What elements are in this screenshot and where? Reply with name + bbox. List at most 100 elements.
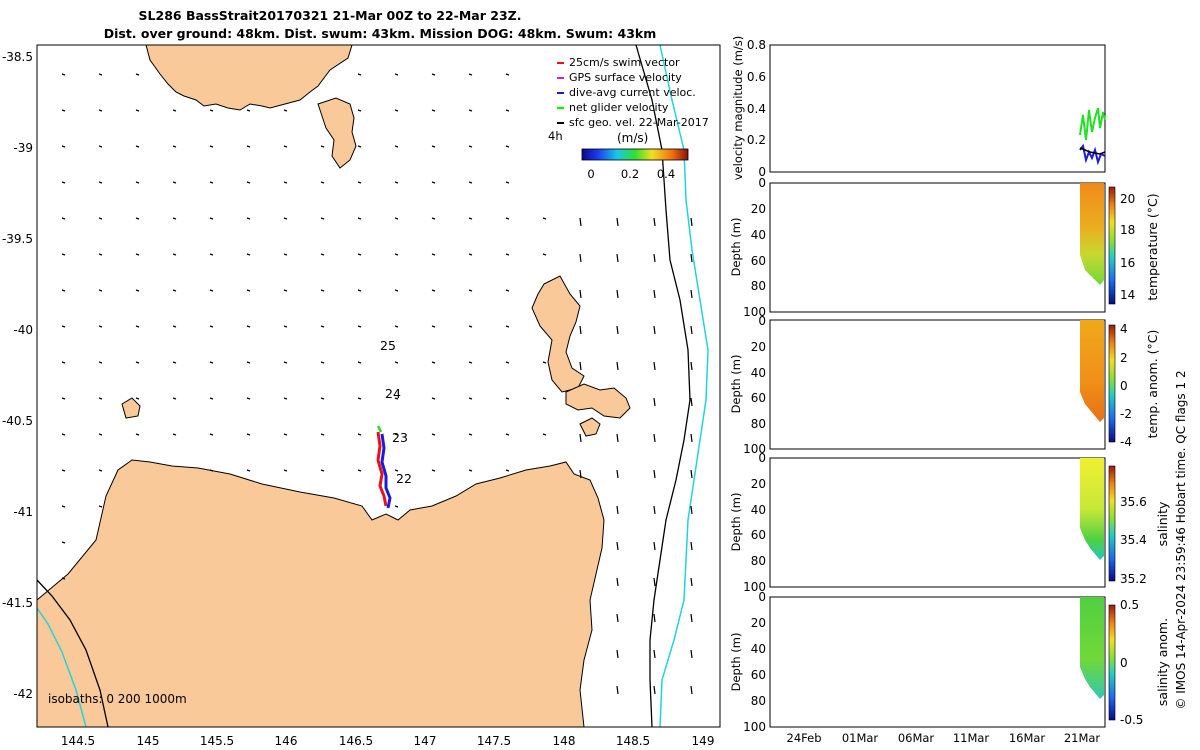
velocity-arrow-46 — [61, 217, 66, 220]
tanom-dtick-1: 20 — [751, 340, 766, 354]
map-xtick-6: 147.5 — [477, 734, 511, 748]
time-axis: 24Feb 01Mar 06Mar 11Mar 16Mar 21Mar — [787, 731, 1101, 745]
sal-cbar-tick-1: 35.4 — [1120, 533, 1147, 547]
velocity-arrow-68 — [209, 253, 214, 256]
velocity-arrow-65 — [98, 253, 103, 256]
velocity-arrow-54 — [357, 217, 362, 220]
tanom-cbar-tick-4: -4 — [1120, 435, 1132, 449]
velocity-arrow-24 — [209, 145, 214, 148]
velocity-arrow-32 — [505, 145, 510, 148]
velocity-arrow-138 — [209, 397, 214, 400]
velocity-arrow-92 — [431, 289, 436, 292]
velocity-ylabel: velocity magnitude (m/s) — [731, 36, 745, 181]
velocity-arrow-27 — [320, 145, 325, 148]
velocity-arrow-73 — [394, 253, 399, 256]
velocity-arrow-47 — [98, 217, 103, 220]
map-y-axis: -38.5 -39 -39.5 -40 -40.5 -41 -41.5 -42 — [2, 50, 33, 701]
velocity-arrow-142 — [357, 397, 362, 400]
velocity-arrow-10 — [135, 109, 140, 112]
map-ytick-3: -40 — [13, 323, 33, 337]
temp-anom-label: temp. anom. (°C) — [1145, 330, 1160, 439]
sanom-dtick-5: 100 — [743, 720, 766, 734]
velocity-arrow-137 — [172, 397, 177, 400]
velocity-arrow-175 — [394, 469, 399, 472]
flinders-island — [531, 275, 585, 393]
velocity-arrow-193 — [61, 577, 66, 580]
isobath-label: isobaths: 0 200 1000m — [48, 692, 187, 706]
velocity-arrow-145 — [468, 397, 473, 400]
velocity-arrow-96 — [616, 289, 619, 299]
temp-cbar-tick-0: 20 — [1120, 192, 1135, 206]
temperature-depth-ticks: 0 20 40 60 80 100 — [743, 176, 766, 319]
day-label-25: 25 — [380, 338, 396, 353]
map-ytick-4: -40.5 — [2, 414, 33, 428]
velocity-arrow-177 — [468, 469, 473, 472]
temp-dtick-3: 60 — [751, 254, 766, 268]
victoria-coast — [145, 44, 353, 111]
velocity-arrow-21 — [98, 145, 103, 148]
velocity-arrow-23 — [172, 145, 177, 148]
velocity-arrow-150 — [61, 433, 66, 436]
isobath-200m — [635, 44, 691, 728]
velocity-series-black — [1079, 147, 1106, 155]
velocity-arrow-148 — [653, 397, 656, 407]
map-ytick-1: -39 — [13, 141, 33, 155]
tanom-cbar-tick-2: 0 — [1120, 379, 1128, 393]
sanom-cbar-tick-2: -0.5 — [1120, 713, 1143, 727]
velocity-arrow-51 — [246, 217, 251, 220]
velocity-arrow-196 — [690, 577, 693, 587]
velocity-arrow-204 — [653, 685, 656, 695]
map-legend: 25cm/s swim vector GPS surface velocity … — [548, 56, 709, 181]
velocity-arrow-133 — [690, 361, 693, 371]
velocity-arrow-169 — [98, 469, 103, 472]
velocity-arrow-160 — [431, 433, 436, 436]
tanom-cbar-tick-3: -2 — [1120, 407, 1132, 421]
velocity-arrow-194 — [616, 577, 619, 587]
velocity-arrow-42 — [394, 181, 399, 184]
three-hummock-island — [121, 397, 141, 419]
velocity-arrow-71 — [320, 253, 325, 256]
velocity-arrow-28 — [357, 145, 362, 148]
map-x-axis: 144.5 145 145.5 146 146.5 147 147.5 148 … — [61, 734, 715, 748]
temp-cbar-tick-3: 14 — [1120, 288, 1135, 302]
velocity-arrow-85 — [172, 289, 177, 292]
map-xtick-1: 145 — [137, 734, 160, 748]
velocity-arrow-93 — [468, 289, 473, 292]
temperature-section — [1080, 183, 1104, 285]
velocity-arrow-174 — [357, 469, 362, 472]
velocity-arrow-53 — [320, 217, 325, 220]
sanom-dtick-1: 20 — [751, 616, 766, 630]
legend-time-label: 4h — [548, 129, 563, 143]
velocity-arrow-197 — [616, 613, 619, 623]
vel-ytick-4: 0.8 — [747, 38, 766, 52]
vel-ytick-0: 0 — [758, 165, 766, 179]
sal-anom-section — [1080, 597, 1104, 699]
map-ytick-0: -38.5 — [2, 50, 33, 64]
velocity-arrow-1 — [98, 73, 103, 76]
velocity-arrow-149 — [690, 397, 693, 407]
map-xtick-9: 149 — [692, 734, 715, 748]
velocity-arrow-79 — [616, 253, 619, 263]
velocity-arrow-184 — [98, 505, 103, 508]
velocity-arrow-25 — [246, 145, 251, 148]
title-line-1: SL286 BassStrait20170321 21-Mar 00Z to 2… — [139, 8, 522, 23]
velocity-arrow-39 — [283, 181, 288, 184]
velocity-arrow-146 — [505, 397, 510, 400]
velocity-arrow-116 — [61, 361, 66, 364]
velocity-arrow-67 — [172, 253, 177, 256]
velocity-arrow-41 — [357, 181, 362, 184]
isobath-200m-west — [36, 579, 109, 728]
velocity-arrow-34 — [98, 181, 103, 184]
velocity-arrow-144 — [431, 397, 436, 400]
velocity-arrow-6 — [468, 73, 473, 76]
velocity-arrow-134 — [61, 397, 66, 400]
velocity-arrow-60 — [579, 217, 582, 227]
velocity-arrow-191 — [653, 541, 656, 551]
velocity-arrow-114 — [653, 325, 656, 335]
velocity-arrow-155 — [246, 433, 251, 436]
velocity-arrow-22 — [135, 145, 140, 148]
sal-dtick-3: 60 — [751, 528, 766, 542]
velocity-arrow-36 — [172, 181, 177, 184]
velocity-arrow-118 — [135, 361, 140, 364]
map-frame — [36, 44, 721, 728]
